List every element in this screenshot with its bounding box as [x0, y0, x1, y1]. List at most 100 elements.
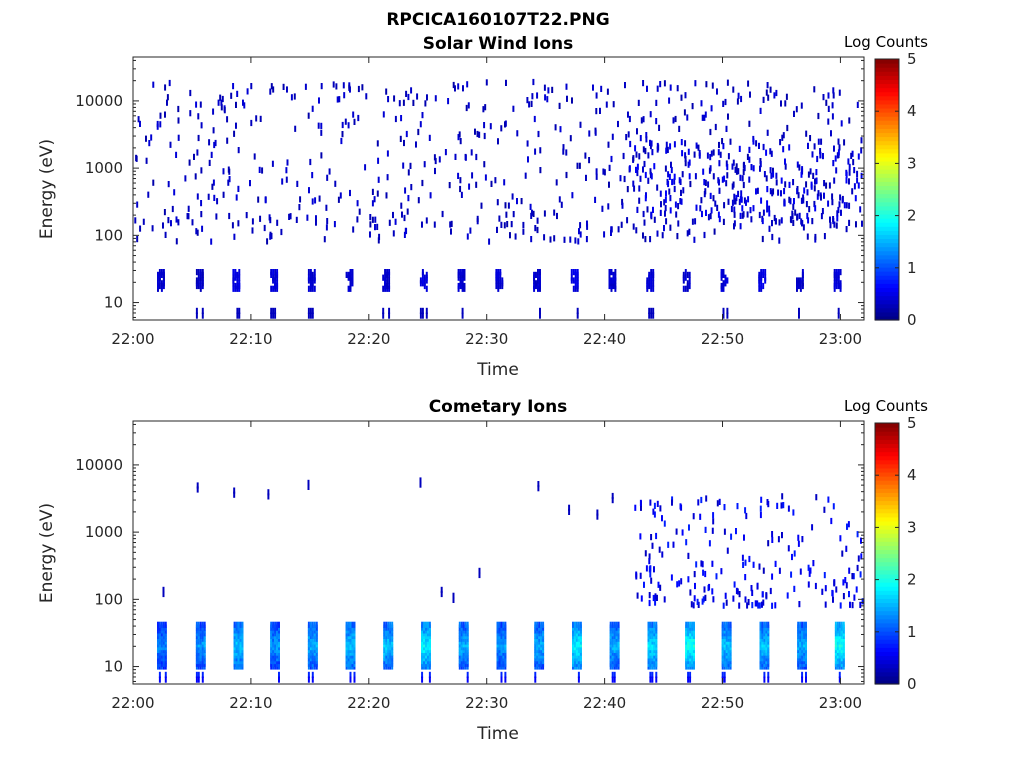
- heatmap-cell: [758, 142, 760, 149]
- heatmap-cell: [654, 599, 657, 606]
- heatmap-cell: [612, 271, 615, 278]
- heatmap-cell: [648, 553, 651, 560]
- heatmap-cell: [274, 269, 277, 276]
- heatmap-cell: [642, 146, 645, 153]
- heatmap-cell: [458, 621, 461, 628]
- heatmap-cell: [859, 206, 862, 213]
- heatmap-cell: [592, 84, 594, 91]
- heatmap-cell: [145, 135, 147, 142]
- heatmap-cell: [438, 156, 441, 163]
- heatmap-cell: [187, 205, 190, 212]
- heatmap-cell: [288, 213, 291, 220]
- heatmap-cell: [695, 204, 698, 211]
- heatmap-cell: [264, 197, 267, 204]
- heatmap-cell: [200, 122, 203, 129]
- heatmap-cell: [693, 621, 695, 628]
- heatmap-cell: [228, 212, 231, 220]
- heatmap-cell: [839, 535, 842, 542]
- heatmap-cell: [805, 621, 807, 628]
- heatmap-cell: [311, 621, 314, 628]
- colorbar-tick-label: 4: [907, 102, 917, 120]
- heatmap-cell: [852, 159, 855, 166]
- heatmap-cell: [215, 213, 218, 220]
- heatmap-cell: [208, 159, 211, 166]
- heatmap-cell: [638, 153, 641, 160]
- heatmap-cell: [425, 312, 428, 319]
- heatmap-cell: [655, 621, 658, 628]
- heatmap-cell: [409, 162, 412, 169]
- heatmap-cell: [164, 621, 167, 628]
- colorbar-segment: [875, 679, 899, 685]
- heatmap-cell: [568, 504, 571, 511]
- colorbar-segment: [875, 516, 899, 522]
- heatmap-cell: [212, 179, 215, 186]
- heatmap-cell: [169, 141, 172, 148]
- heatmap-cell: [633, 185, 636, 192]
- heatmap-cell: [831, 193, 834, 200]
- colorbar-frame: [874, 422, 900, 685]
- heatmap-cell: [139, 225, 142, 232]
- heatmap-cell: [756, 600, 759, 607]
- heatmap-cell: [640, 595, 643, 602]
- heatmap-cell: [364, 164, 367, 171]
- colorbar-segment: [875, 463, 899, 469]
- heatmap-cell: [723, 621, 726, 628]
- heatmap-cell: [718, 187, 721, 194]
- colorbar-segment: [875, 173, 899, 178]
- heatmap-cell: [611, 133, 614, 140]
- heatmap-cell: [842, 579, 845, 586]
- heatmap-cell: [712, 195, 715, 202]
- heatmap-cell: [734, 198, 737, 205]
- heatmap-cell: [539, 312, 541, 319]
- heatmap-cell: [688, 277, 691, 284]
- heatmap-cell: [151, 225, 154, 232]
- heatmap-cell: [566, 95, 568, 102]
- colorbar-segment: [875, 242, 899, 248]
- heatmap-cell: [798, 307, 800, 314]
- heatmap-cell: [706, 152, 709, 159]
- heatmap-cell: [692, 513, 695, 520]
- heatmap-cell: [703, 231, 706, 239]
- heatmap-cell: [815, 178, 818, 185]
- heatmap-cell: [765, 175, 768, 182]
- colorbar-segment: [875, 307, 899, 313]
- heatmap-cell: [799, 568, 802, 575]
- heatmap-cell: [726, 547, 729, 554]
- heatmap-cell: [135, 155, 138, 162]
- heatmap-cell: [313, 269, 316, 276]
- heatmap-cell: [164, 671, 167, 678]
- heatmap-cell: [763, 676, 766, 683]
- heatmap-cell: [755, 188, 757, 195]
- heatmap-cell: [689, 180, 692, 188]
- heatmap-cell: [647, 621, 650, 628]
- heatmap-cell: [691, 103, 694, 110]
- heatmap-cell: [795, 106, 798, 113]
- heatmap-cell: [653, 502, 656, 509]
- heatmap-cell: [484, 104, 487, 111]
- heatmap-cell: [736, 588, 739, 595]
- heatmap-cell: [233, 491, 236, 498]
- heatmap-cell: [608, 164, 611, 171]
- heatmap-cell: [540, 621, 543, 628]
- heatmap-cell: [800, 197, 803, 204]
- heatmap-cell: [610, 229, 612, 236]
- heatmap-cell: [859, 571, 862, 578]
- heatmap-cell: [201, 225, 204, 232]
- heatmap-cell: [313, 274, 316, 281]
- heatmap-cell: [767, 501, 770, 508]
- heatmap-cell: [496, 199, 499, 206]
- colorbar-segment: [875, 484, 899, 489]
- heatmap-cell: [461, 307, 464, 314]
- heatmap-cell: [860, 137, 863, 144]
- heatmap-cell: [711, 560, 714, 567]
- heatmap-cell: [464, 621, 467, 628]
- heatmap-cell: [478, 567, 481, 574]
- heatmap-cell: [504, 621, 507, 628]
- heatmap-cell: [281, 178, 284, 185]
- heatmap-cell: [658, 546, 661, 553]
- heatmap-cell: [738, 591, 741, 598]
- heatmap-cell: [726, 312, 729, 319]
- heatmap-cell: [816, 193, 819, 200]
- heatmap-cell: [861, 598, 864, 605]
